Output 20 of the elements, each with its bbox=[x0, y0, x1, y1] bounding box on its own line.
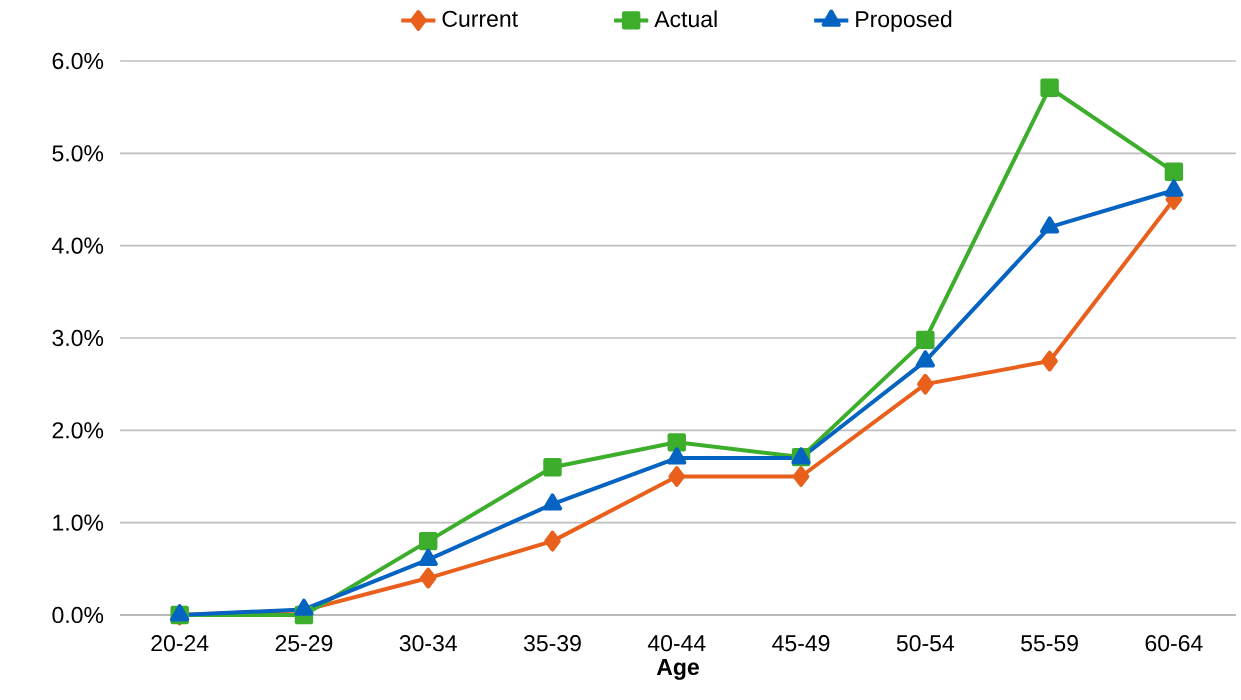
x-tick-label: 30-34 bbox=[399, 635, 457, 652]
x-tick-label: 25-29 bbox=[275, 635, 333, 652]
x-tick-label: 55-59 bbox=[1021, 635, 1078, 652]
x-tick-label: 35-39 bbox=[523, 635, 581, 652]
x-tick-label: 60-64 bbox=[1145, 635, 1203, 652]
y-tick-label: 1.0% bbox=[53, 514, 104, 531]
y-tick-label: 5.0% bbox=[52, 145, 104, 162]
y-tick-label: 4.0% bbox=[52, 237, 104, 254]
legend-label: Current bbox=[442, 10, 518, 27]
x-tick-label: 50-54 bbox=[896, 635, 955, 652]
x-axis-title: Age bbox=[656, 659, 699, 680]
x-tick-label: 45-49 bbox=[772, 635, 830, 652]
y-tick-label: 0.0% bbox=[52, 606, 104, 624]
legend-label: Actual bbox=[654, 10, 717, 28]
y-tick-label: 6.0% bbox=[52, 52, 104, 70]
legend-label: Proposed bbox=[856, 10, 952, 32]
y-tick-label: 2.0% bbox=[52, 422, 104, 439]
y-tick-label: 3.0% bbox=[52, 329, 104, 347]
x-tick-label: 20-24 bbox=[151, 635, 209, 652]
x-tick-label: 40-44 bbox=[647, 635, 706, 652]
